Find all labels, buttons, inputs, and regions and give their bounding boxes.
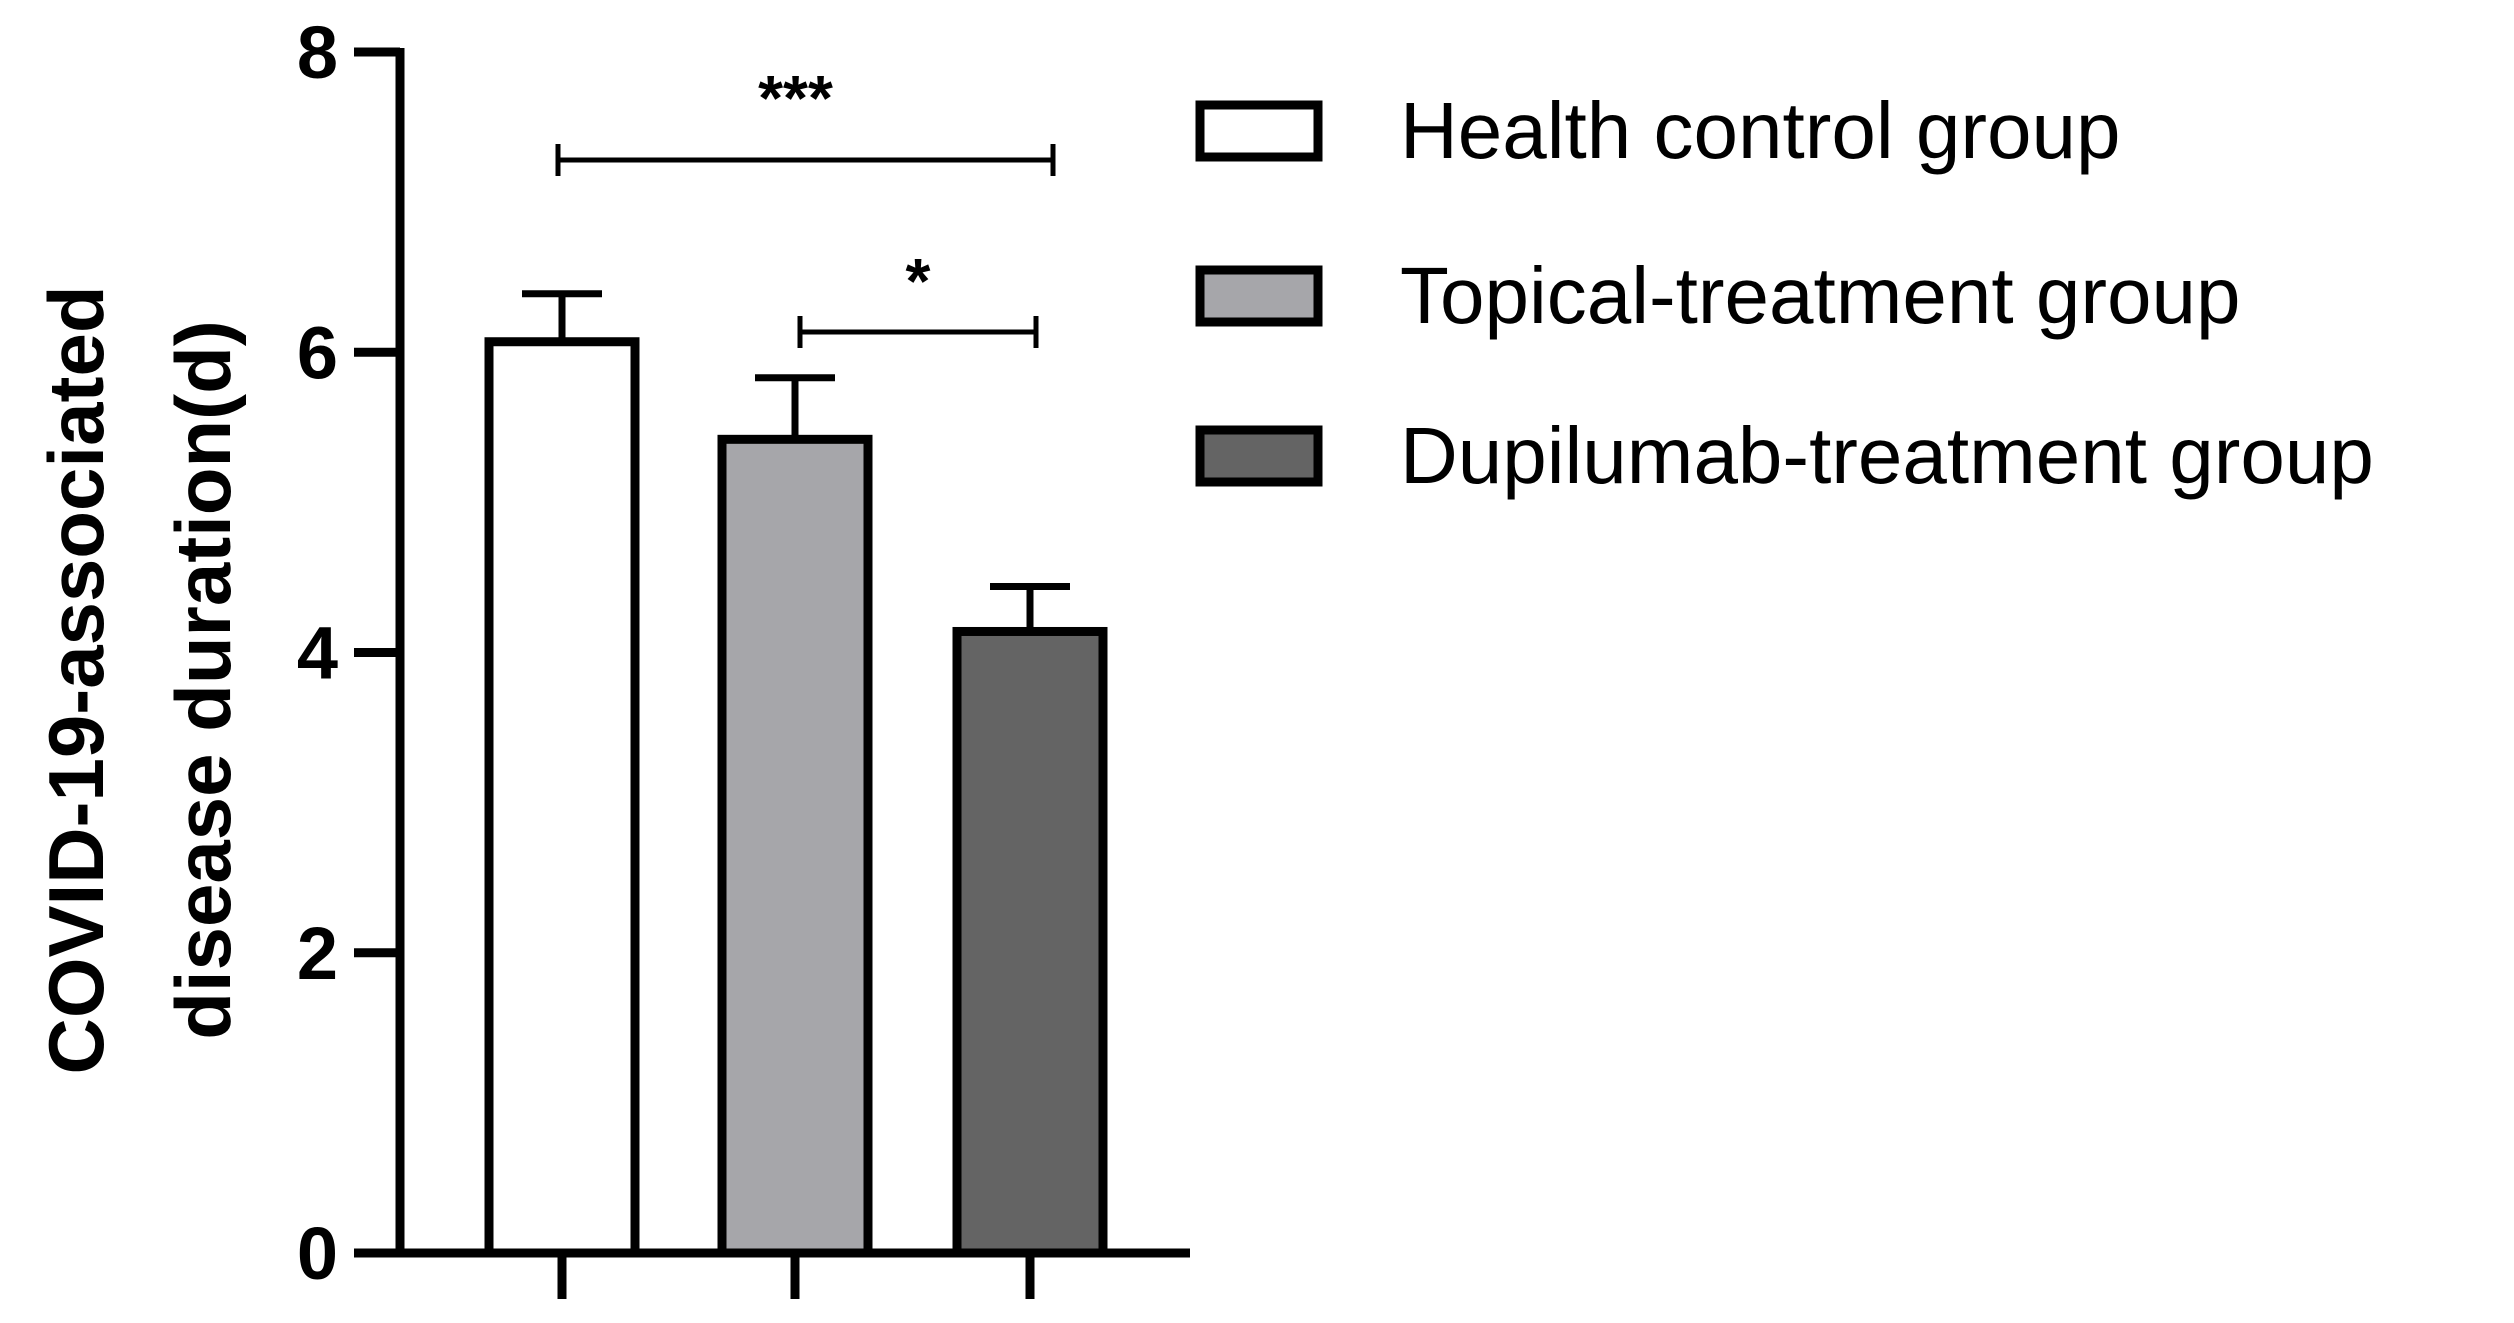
y-tick-label: 4 (297, 612, 338, 695)
legend-label: Topical-treatment group (1400, 251, 2240, 340)
y-axis-title-line-1: COVID-19-associated (32, 286, 120, 1075)
legend-swatch (1195, 265, 1323, 327)
legend-swatch (1195, 100, 1323, 162)
legend-swatch (1195, 425, 1323, 487)
y-tick-label: 8 (297, 11, 338, 94)
legend-label: Health control group (1400, 86, 2120, 175)
significance-label: *** (758, 62, 833, 134)
bar-topical-treatment-group (717, 434, 873, 1258)
y-axis-title: COVID-19-associated disease duration(d) (32, 286, 247, 1075)
y-tick-label: 2 (297, 912, 338, 995)
bar-health-control-group (484, 337, 640, 1258)
bar-dupilumab-treatment-group (952, 626, 1108, 1258)
legend: Health control group Topical-treatment gr… (1195, 86, 2374, 500)
y-axis-title-line-2: disease duration(d) (159, 320, 247, 1039)
y-tick-label: 0 (297, 1212, 338, 1295)
significance-label: * (906, 245, 931, 317)
y-tick-label: 6 (297, 311, 338, 394)
legend-label: Dupilumab-treatment group (1400, 411, 2374, 500)
